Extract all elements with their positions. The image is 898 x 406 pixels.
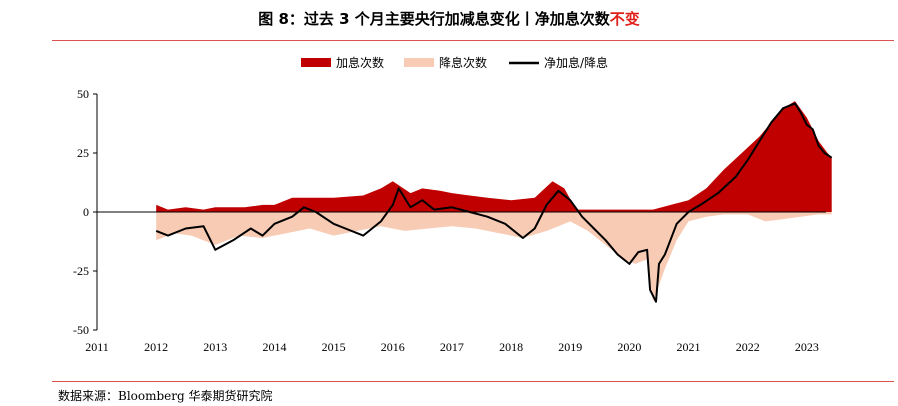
legend-cut-label: 降息次数: [439, 55, 487, 70]
net-hike-line: [155, 102, 833, 303]
x-tick-label: 2016: [381, 340, 405, 354]
source-note: 数据来源：Bloomberg 华泰期货研究院: [58, 389, 273, 403]
x-tick-label: 2014: [262, 340, 286, 354]
source-rule: [52, 381, 894, 382]
y-tick-label: -50: [73, 323, 89, 337]
areas-layer: [97, 101, 832, 302]
y-tick-label: -25: [73, 264, 89, 278]
x-tick-label: 2022: [736, 340, 760, 354]
figure-title-main: 图 8：过去 3 个月主要央行加减息变化丨净加息次数: [258, 10, 610, 28]
x-tick-label: 2017: [440, 340, 464, 354]
x-tick-label: 2021: [677, 340, 701, 354]
legend-hike-swatch: [301, 58, 331, 67]
x-tick-label: 2011: [85, 340, 109, 354]
x-tick-label: 2012: [144, 340, 168, 354]
y-tick-label: 0: [83, 205, 89, 219]
x-tick-label: 2020: [617, 340, 641, 354]
x-tick-label: 2013: [203, 340, 227, 354]
tick-labels-layer: 50 25 0 -25 -50 2011 2012 2013 2014 2015 2016 2017 2…: [73, 87, 819, 354]
figure-title-highlight: 不变: [609, 10, 640, 28]
cut-count-area: [156, 212, 832, 302]
x-tick-label: 2015: [322, 340, 346, 354]
net-line-layer: [155, 102, 833, 303]
legend-hike-label: 加息次数: [336, 55, 384, 70]
x-tick-label: 2019: [558, 340, 582, 354]
legend: 加息次数 降息次数 净加息/降息: [301, 55, 608, 70]
figure-title: 图 8：过去 3 个月主要央行加减息变化丨净加息次数不变: [0, 8, 898, 29]
hike-count-area: [156, 101, 832, 212]
title-rule: [52, 40, 894, 41]
legend-net-label: 净加息/降息: [544, 55, 608, 70]
x-tick-label: 2018: [499, 340, 523, 354]
y-tick-label: 50: [77, 87, 89, 101]
legend-cut-swatch: [404, 58, 434, 67]
x-tick-label: 2023: [795, 340, 819, 354]
y-tick-label: 25: [77, 146, 89, 160]
